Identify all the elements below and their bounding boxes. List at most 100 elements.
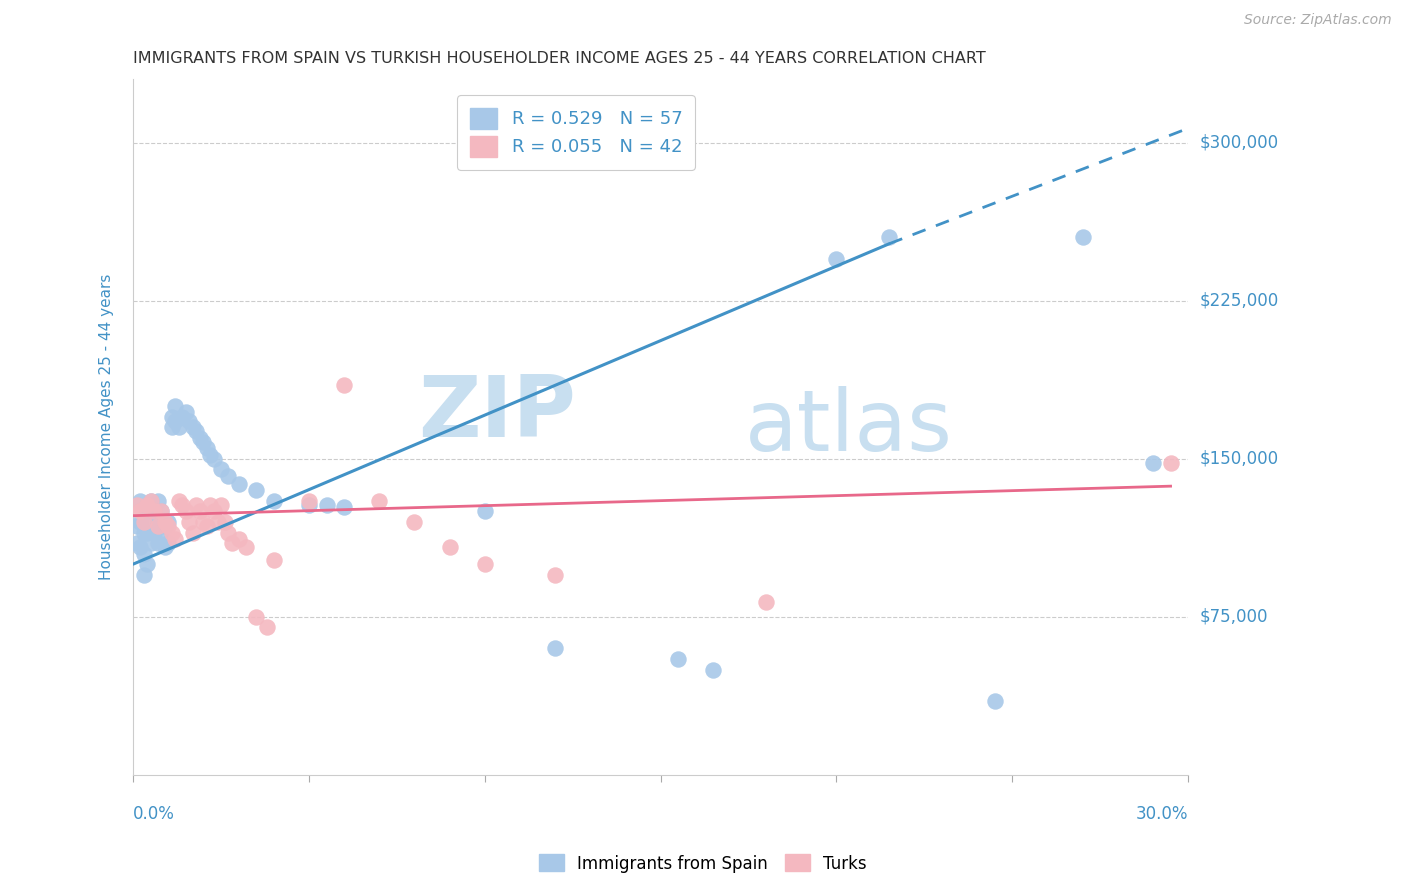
- Point: [298, 494, 321, 508]
- Point: [132, 547, 155, 561]
- Point: [755, 595, 778, 609]
- Point: [153, 541, 176, 555]
- Point: [200, 498, 222, 512]
- Point: [228, 477, 250, 491]
- Point: [186, 425, 208, 439]
- Point: [125, 498, 148, 512]
- Point: [132, 515, 155, 529]
- Point: [132, 525, 155, 540]
- Point: [404, 515, 426, 529]
- Point: [1142, 456, 1164, 470]
- Point: [143, 504, 166, 518]
- Point: [146, 494, 169, 508]
- Point: [153, 519, 176, 533]
- Point: [167, 420, 190, 434]
- Point: [188, 431, 211, 445]
- Point: [209, 498, 232, 512]
- Text: $150,000: $150,000: [1199, 450, 1278, 467]
- Point: [136, 525, 159, 540]
- Point: [129, 504, 152, 518]
- Point: [217, 468, 239, 483]
- Point: [983, 694, 1005, 708]
- Point: [544, 567, 567, 582]
- Point: [165, 414, 187, 428]
- Point: [439, 541, 461, 555]
- Point: [188, 504, 211, 518]
- Point: [157, 519, 180, 533]
- Point: [160, 420, 183, 434]
- Point: [877, 230, 900, 244]
- Point: [195, 441, 218, 455]
- Text: 30.0%: 30.0%: [1136, 805, 1188, 823]
- Point: [474, 504, 496, 518]
- Point: [139, 536, 162, 550]
- Point: [157, 515, 180, 529]
- Text: Source: ZipAtlas.com: Source: ZipAtlas.com: [1244, 13, 1392, 28]
- Point: [181, 525, 204, 540]
- Point: [143, 525, 166, 540]
- Point: [263, 553, 285, 567]
- Point: [207, 515, 229, 529]
- Point: [165, 399, 187, 413]
- Point: [193, 515, 215, 529]
- Point: [179, 414, 201, 428]
- Point: [157, 536, 180, 550]
- Point: [136, 504, 159, 518]
- Point: [172, 498, 194, 512]
- Point: [143, 504, 166, 518]
- Point: [174, 405, 197, 419]
- Point: [181, 420, 204, 434]
- Point: [368, 494, 391, 508]
- Point: [186, 498, 208, 512]
- Point: [132, 567, 155, 582]
- Point: [221, 536, 243, 550]
- Point: [263, 494, 285, 508]
- Point: [202, 504, 225, 518]
- Point: [474, 557, 496, 571]
- Point: [235, 541, 257, 555]
- Point: [139, 515, 162, 529]
- Point: [129, 515, 152, 529]
- Point: [139, 494, 162, 508]
- Point: [245, 610, 267, 624]
- Point: [179, 515, 201, 529]
- Point: [160, 409, 183, 424]
- Text: 0.0%: 0.0%: [134, 805, 174, 823]
- Point: [228, 532, 250, 546]
- Point: [150, 504, 173, 518]
- Point: [125, 536, 148, 550]
- Point: [202, 451, 225, 466]
- Text: IMMIGRANTS FROM SPAIN VS TURKISH HOUSEHOLDER INCOME AGES 25 - 44 YEARS CORRELATI: IMMIGRANTS FROM SPAIN VS TURKISH HOUSEHO…: [134, 51, 986, 66]
- Text: $300,000: $300,000: [1199, 134, 1278, 152]
- Text: $75,000: $75,000: [1199, 607, 1268, 626]
- Point: [167, 494, 190, 508]
- Point: [702, 663, 724, 677]
- Point: [333, 378, 356, 392]
- Point: [139, 494, 162, 508]
- Point: [544, 641, 567, 656]
- Point: [256, 620, 278, 634]
- Point: [146, 519, 169, 533]
- Point: [245, 483, 267, 498]
- Text: ZIP: ZIP: [419, 372, 576, 455]
- Point: [174, 504, 197, 518]
- Point: [129, 541, 152, 555]
- Point: [153, 515, 176, 529]
- Point: [146, 515, 169, 529]
- Point: [217, 525, 239, 540]
- Legend: R = 0.529   N = 57, R = 0.055   N = 42: R = 0.529 N = 57, R = 0.055 N = 42: [457, 95, 695, 169]
- Point: [1071, 230, 1094, 244]
- Text: atlas: atlas: [745, 385, 953, 468]
- Point: [136, 557, 159, 571]
- Point: [298, 498, 321, 512]
- Point: [666, 652, 689, 666]
- Y-axis label: Householder Income Ages 25 - 44 years: Householder Income Ages 25 - 44 years: [100, 274, 114, 581]
- Point: [1160, 456, 1182, 470]
- Point: [146, 536, 169, 550]
- Point: [193, 434, 215, 449]
- Point: [165, 532, 187, 546]
- Point: [825, 252, 848, 266]
- Point: [195, 519, 218, 533]
- Point: [315, 498, 337, 512]
- Point: [160, 525, 183, 540]
